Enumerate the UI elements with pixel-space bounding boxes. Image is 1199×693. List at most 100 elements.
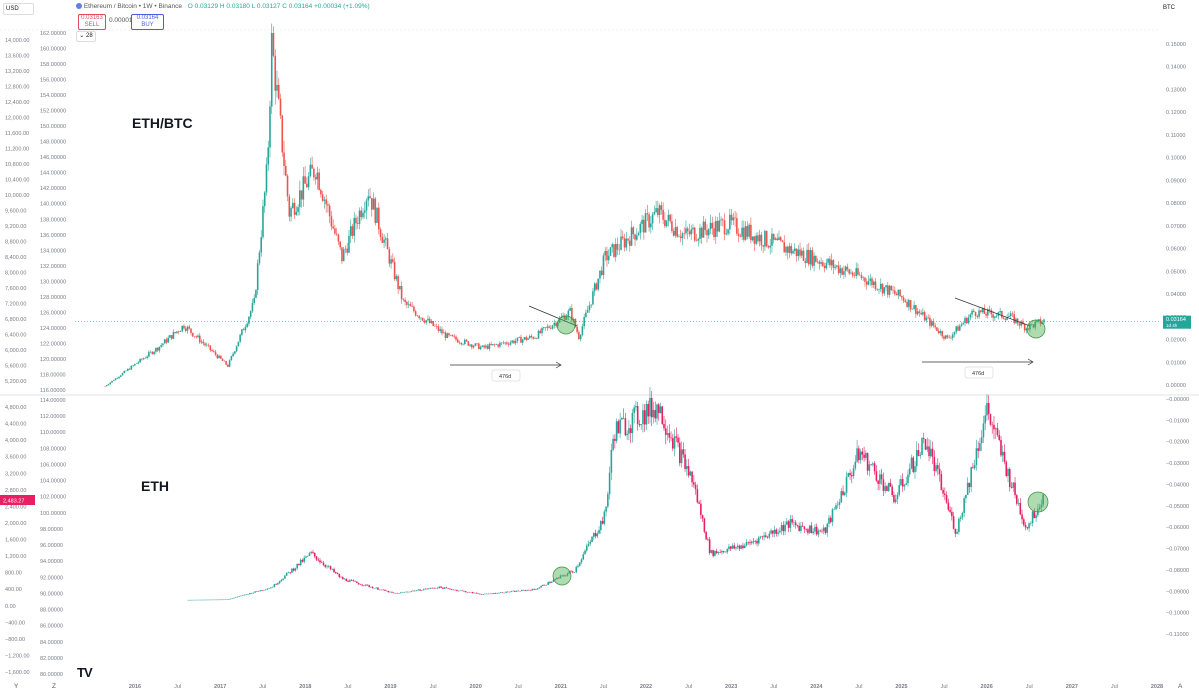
chevron-down-icon: ⌄ <box>79 33 85 39</box>
eth-candle <box>865 452 867 458</box>
ethbtc-candle <box>576 326 578 333</box>
ethbtc-candle <box>718 220 721 232</box>
eth-candle <box>547 582 549 585</box>
ethbtc-candle <box>453 336 456 337</box>
ethbtc-candle <box>934 325 936 328</box>
ethbtc-candle <box>992 314 994 318</box>
ethbtc-candle <box>714 220 717 238</box>
ethbtc-candle <box>170 335 173 339</box>
eth-candle <box>417 589 420 591</box>
ethbtc-candle <box>471 344 473 348</box>
tradingview-logo[interactable]: TV <box>77 665 93 680</box>
ethbtc-candle <box>990 310 993 315</box>
ethbtc-candle <box>234 351 236 354</box>
ethbtc-candle <box>386 238 389 250</box>
eth-candle <box>1000 440 1002 456</box>
eth-candle <box>424 588 427 590</box>
eth-candle <box>765 535 767 537</box>
eth-candle <box>354 581 356 582</box>
ethbtc-candle <box>198 335 201 343</box>
ethbtc-candle <box>927 317 929 319</box>
ethbtc-candle <box>564 315 566 320</box>
eth-candle <box>410 591 413 592</box>
eth-candle <box>403 592 406 593</box>
ethbtc-candle <box>944 335 947 339</box>
currency-selector-left[interactable]: USD <box>3 3 34 15</box>
ethbtc-candle <box>374 198 377 223</box>
eth-candle <box>1019 502 1022 515</box>
eth-candle <box>815 526 818 535</box>
left-axis-tick-top: 12,000.00 <box>5 116 29 122</box>
mid-axis-tick-top: 158.00000 <box>40 62 66 68</box>
eth-candle <box>708 539 711 553</box>
ethbtc-candle <box>413 306 415 312</box>
ethbtc-candle <box>971 310 973 315</box>
ethbtc-candle <box>465 339 468 342</box>
ethbtc-candle <box>869 278 872 281</box>
eth-candle <box>731 545 734 549</box>
ethbtc-candle <box>736 218 738 234</box>
ethbtc-candle <box>550 327 552 329</box>
eth-candle <box>380 589 383 591</box>
sell-button[interactable]: 0.03163 SELL <box>78 14 106 30</box>
ethbtc-candle <box>848 269 850 274</box>
footer-z[interactable]: Z <box>52 683 56 690</box>
eth-candle <box>284 575 286 579</box>
ethbtc-candle <box>139 358 141 363</box>
eth-candle <box>833 509 836 510</box>
ethbtc-candle <box>460 342 463 345</box>
ethbtc-candle <box>1037 319 1040 321</box>
eth-candle <box>220 599 223 601</box>
footer-y[interactable]: Y <box>14 683 19 690</box>
ethbtc-candle <box>957 326 959 331</box>
ethbtc-candle <box>709 222 712 230</box>
ethbtc-candle <box>969 314 972 318</box>
eth-candle <box>993 424 995 430</box>
eth-candle <box>975 448 978 465</box>
currency-selector-right[interactable]: BTC <box>1163 3 1191 13</box>
eth-candle <box>828 517 830 524</box>
eth-candle <box>241 595 244 596</box>
ethbtc-candle <box>392 259 394 262</box>
eth-candle <box>714 551 716 556</box>
mid-axis-tick-bottom: 80.00000 <box>40 672 63 678</box>
right-axis-tick-bottom: −0.02000 <box>1166 440 1189 446</box>
ethbtc-candle <box>290 207 292 217</box>
ethbtc-candle <box>499 342 501 347</box>
eth-candle <box>687 466 690 476</box>
buy-button[interactable]: 0.03164 BUY <box>131 14 164 30</box>
ethbtc-candle <box>830 260 833 266</box>
eth-candle <box>1040 504 1043 508</box>
footer-auto[interactable]: A <box>1178 683 1183 690</box>
ethbtc-candle <box>616 243 619 250</box>
mid-axis-tick-bottom: 102.00000 <box>40 495 66 501</box>
ethbtc-candle <box>406 301 408 305</box>
mid-axis-tick-top: 146.00000 <box>40 155 66 161</box>
x-axis-label: Jul <box>1026 684 1033 690</box>
ethbtc-candle <box>299 190 301 208</box>
eth-candle <box>447 588 449 589</box>
ethbtc-candle <box>593 283 596 292</box>
ethbtc-candle <box>149 351 152 353</box>
eth-candle <box>350 580 353 581</box>
eth-candle <box>791 519 793 523</box>
eth-candle <box>612 438 614 450</box>
ethbtc-candle <box>146 356 148 358</box>
eth-candle <box>824 527 827 533</box>
eth-candle <box>754 540 757 542</box>
eth-candle <box>456 589 458 591</box>
ethbtc-candle <box>901 296 903 298</box>
indicators-toggle[interactable]: ⌄ 28 <box>76 31 96 42</box>
eth-candle <box>698 502 700 504</box>
eth-candle <box>329 566 332 570</box>
ethbtc-candle <box>758 234 761 242</box>
eth-candle <box>1031 511 1034 524</box>
ethbtc-candle <box>834 266 836 268</box>
ethbtc-candle <box>349 226 352 236</box>
ethbtc-candle <box>393 261 396 280</box>
ethbtc-candle <box>277 84 280 99</box>
ethbtc-candle <box>646 213 649 215</box>
ethbtc-candle <box>864 277 866 282</box>
ethbtc-candle <box>1004 318 1007 320</box>
